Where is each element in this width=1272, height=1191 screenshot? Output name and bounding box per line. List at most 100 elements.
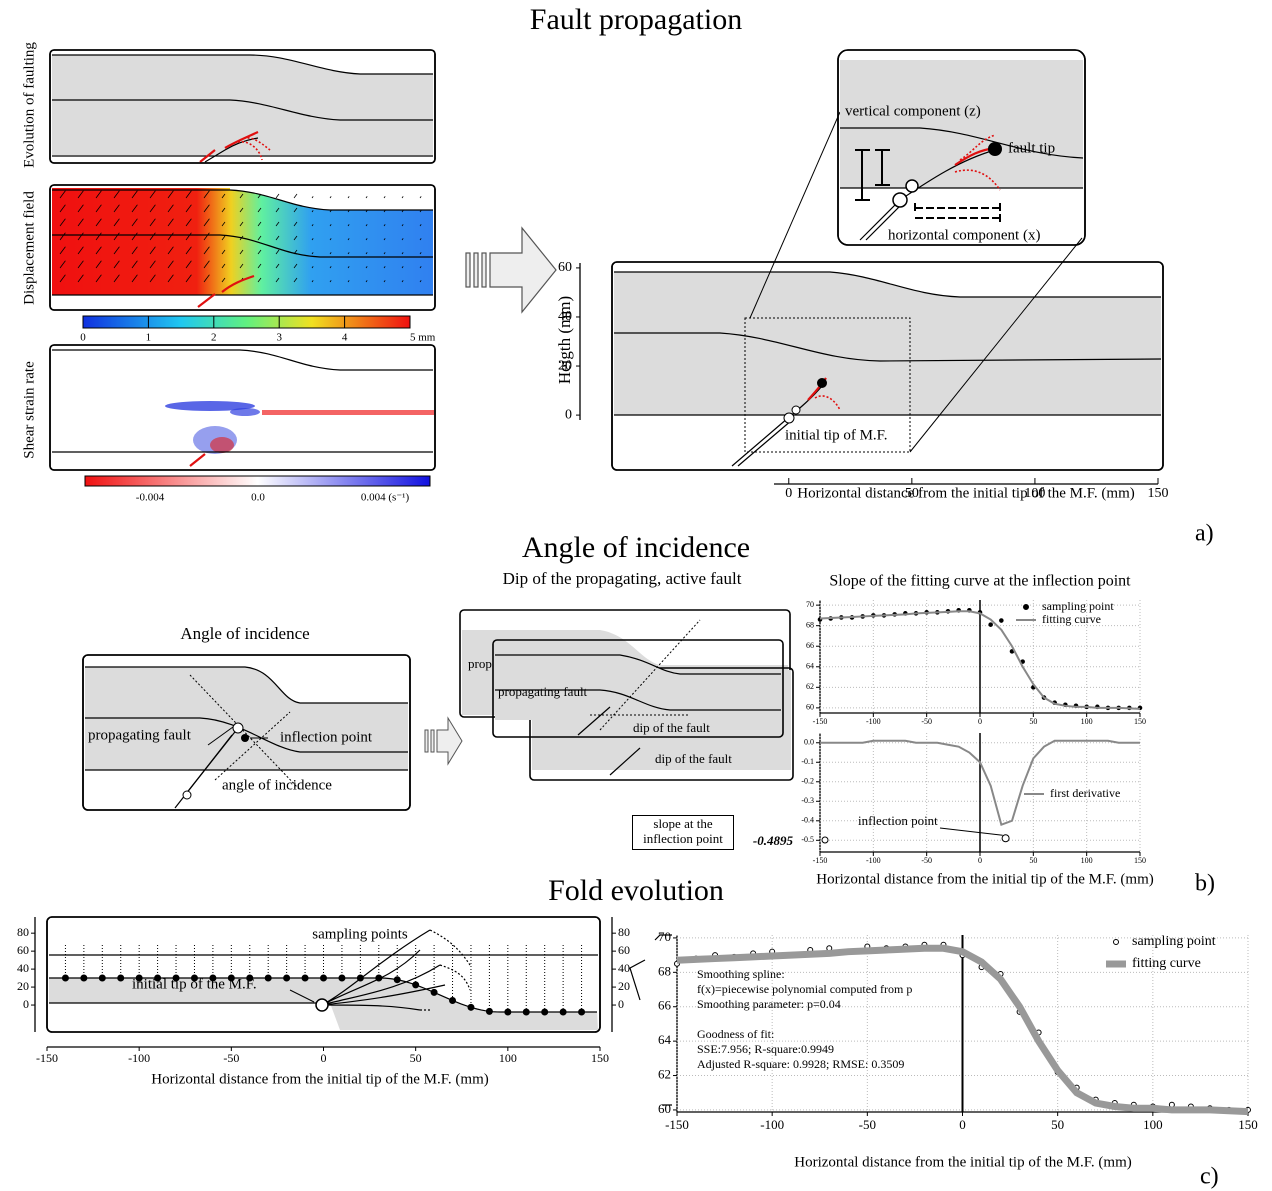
vector — [185, 260, 192, 269]
fit-note: Smoothing spline: — [697, 967, 785, 981]
vector — [419, 224, 422, 227]
sampling-dot — [246, 974, 254, 982]
vector — [77, 260, 84, 269]
vector — [329, 266, 332, 269]
vector — [77, 232, 84, 241]
x-axis-title: Horizontal distance from the initial tip… — [794, 1154, 1131, 1170]
vector — [95, 260, 102, 269]
vector — [77, 274, 84, 283]
vector — [221, 249, 226, 255]
vector — [239, 249, 244, 255]
vector — [275, 207, 280, 213]
fit-note: f(x)=piecewise polynomial computed from … — [697, 982, 912, 996]
colorbar-label: 4 — [342, 332, 348, 344]
inset-label: vertical component (z) — [845, 103, 981, 119]
panel-letter: c) — [1200, 1164, 1219, 1190]
x-tick-label: 50 — [410, 1051, 422, 1065]
legend-label: first derivative — [1050, 786, 1120, 800]
y-tick-label: 0 — [23, 997, 29, 1011]
vector — [257, 263, 262, 269]
colorbar-label: 0.0 — [251, 492, 265, 504]
tip — [315, 998, 329, 1012]
vector — [149, 274, 156, 283]
x-tick-label: 100 — [499, 1051, 517, 1065]
sampling-dot — [154, 974, 162, 982]
colorbar-label: 2 — [211, 332, 217, 344]
vector — [347, 252, 350, 255]
sampling-dot — [283, 974, 291, 982]
vector — [275, 263, 280, 269]
vector — [221, 193, 226, 199]
pointer — [939, 827, 1003, 836]
vector — [185, 232, 192, 241]
x-tick-label: -100 — [760, 1117, 784, 1132]
vector — [221, 207, 226, 213]
sampling-dot — [209, 974, 217, 982]
colorbar-label: 3 — [276, 332, 282, 344]
vector — [239, 221, 244, 227]
y-tick-label: 70 — [806, 600, 814, 609]
sampling-dot — [504, 1008, 512, 1016]
x-tick-label: -50 — [859, 1117, 876, 1132]
colorbar-label: 0.004 (s⁻¹) — [361, 492, 410, 504]
card-label: dip of the fault — [633, 720, 710, 735]
vector — [185, 204, 192, 213]
vector — [185, 274, 192, 283]
y-tick-label: 70 — [658, 929, 671, 944]
vector — [149, 232, 156, 241]
vector — [365, 238, 368, 241]
vector — [347, 210, 350, 213]
vector — [131, 246, 138, 255]
sketch-title: Angle of incidence — [180, 624, 309, 643]
x-tick-label: 150 — [1134, 717, 1146, 726]
x-tick-label: 0 — [321, 1051, 327, 1065]
x-axis-title: Horizontal distance from the initial tip… — [151, 1071, 488, 1087]
zoom-line — [909, 237, 1083, 453]
sampling-dot — [320, 974, 327, 982]
sampling-dot — [80, 974, 88, 982]
legend-swatch — [1023, 604, 1029, 610]
vector — [401, 252, 404, 255]
y-tick-label: 64 — [806, 662, 814, 671]
vector — [113, 204, 120, 213]
chart-title: Slope of the fitting curve at the inflec… — [829, 573, 1131, 590]
vector — [59, 274, 66, 283]
sampling-dot — [227, 974, 235, 982]
vector — [257, 221, 262, 227]
vector — [203, 204, 210, 213]
sampling-dot — [559, 1008, 567, 1016]
series-line — [676, 944, 1249, 1116]
vector — [257, 235, 262, 241]
x-tick-label: -50 — [921, 717, 932, 726]
vector — [293, 207, 298, 213]
x-tick-label: 50 — [1051, 1117, 1064, 1132]
vector — [311, 210, 314, 213]
sampling-dot — [430, 988, 438, 996]
y-axis-title: Heigth (mm) — [555, 296, 574, 384]
vector — [131, 190, 138, 199]
sampling-dot — [449, 996, 457, 1004]
vector — [401, 280, 404, 283]
vector — [113, 274, 120, 283]
vector — [131, 218, 138, 227]
sketch-label: propagating fault — [88, 727, 192, 743]
vector — [275, 277, 280, 283]
vector — [293, 263, 298, 269]
slope-label: slope at the inflection point — [632, 815, 734, 850]
vector — [59, 218, 66, 227]
fold-section — [46, 916, 601, 1033]
y-tick-label: 60 — [658, 1101, 671, 1116]
vector — [293, 221, 298, 227]
evolution-panel — [49, 49, 436, 164]
x-tick-label: -100 — [866, 717, 881, 726]
x-tick-label: 150 — [1134, 856, 1146, 865]
x-tick-label: -150 — [813, 856, 828, 865]
y-tick-label: -0.1 — [801, 757, 814, 766]
inflection-point — [1001, 834, 1010, 843]
vector — [347, 238, 350, 241]
vector — [365, 266, 368, 269]
x-tick-label: 50 — [1029, 717, 1037, 726]
vector — [131, 274, 138, 283]
y-tick-label: 0 — [618, 997, 624, 1011]
x-tick-label: 100 — [1081, 717, 1093, 726]
